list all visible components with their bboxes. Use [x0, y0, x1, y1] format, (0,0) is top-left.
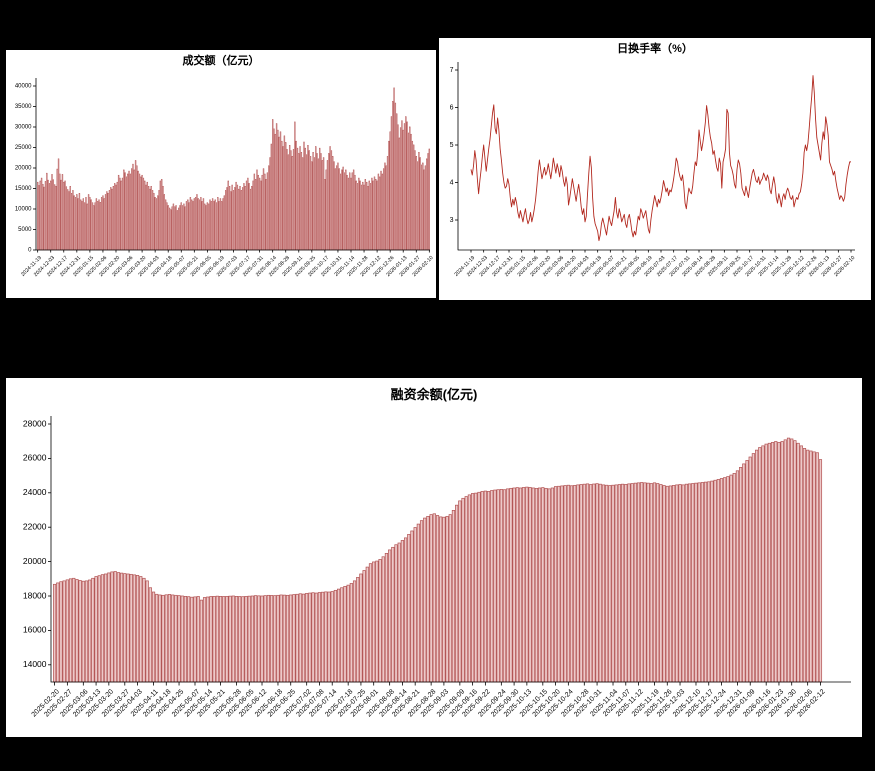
volume-chart-title: 成交额（亿元） [182, 55, 260, 67]
margin-balance-chart-title: 融资余额(亿元) [390, 387, 478, 402]
margin-balance-chart-panel: 融资余额(亿元) [6, 378, 862, 737]
turnover-chart-panel: 日换手率（%） [439, 38, 871, 300]
turnover-chart-canvas [439, 38, 871, 300]
margin-balance-chart-canvas [6, 378, 862, 737]
turnover-chart-title: 日换手率（%） [617, 43, 693, 55]
volume-chart-canvas [6, 50, 436, 298]
volume-chart-panel: 成交额（亿元） [6, 50, 436, 298]
